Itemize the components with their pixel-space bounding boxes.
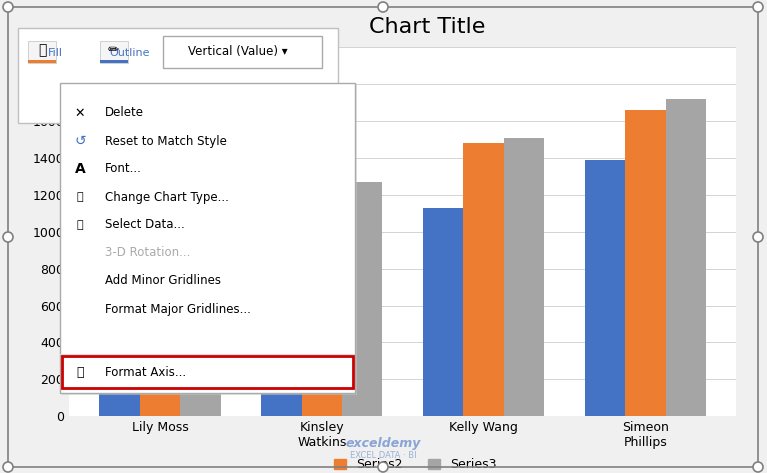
Circle shape [3, 232, 13, 242]
Bar [62, 356, 353, 388]
Bar [504, 138, 545, 416]
Text: Chart Title: Chart Title [370, 18, 486, 37]
Text: 📊: 📊 [77, 192, 84, 202]
Bar [625, 110, 666, 416]
Text: Select Data...: Select Data... [105, 219, 185, 231]
Bar [180, 243, 221, 416]
Bar [423, 208, 463, 416]
Text: 📋: 📋 [77, 220, 84, 230]
Bar [28, 41, 56, 63]
Circle shape [378, 462, 388, 472]
Text: Vertical (Value) ▾: Vertical (Value) ▾ [188, 45, 288, 59]
Text: ✕: ✕ [74, 106, 85, 120]
FancyBboxPatch shape [62, 85, 357, 395]
Text: Font...: Font... [105, 163, 142, 175]
Text: Reset to Match Style: Reset to Match Style [105, 134, 227, 148]
Circle shape [3, 2, 13, 12]
Bar [261, 252, 301, 416]
Text: Format Major Gridlines...: Format Major Gridlines... [105, 303, 251, 315]
Bar [666, 99, 706, 416]
Text: Change Chart Type...: Change Chart Type... [105, 191, 229, 203]
Text: Delete: Delete [105, 106, 144, 120]
Text: ↺: ↺ [74, 134, 86, 148]
Bar [463, 143, 504, 416]
Text: exceldemy: exceldemy [345, 437, 420, 449]
Text: Format Axis...: Format Axis... [105, 366, 186, 378]
FancyBboxPatch shape [60, 83, 355, 393]
Text: Outline: Outline [110, 48, 150, 58]
Bar [584, 160, 625, 416]
Text: 🖊: 🖊 [76, 366, 84, 378]
Text: A: A [74, 162, 85, 176]
Text: 🪣: 🪣 [38, 43, 46, 57]
Text: Fill: Fill [48, 48, 62, 58]
Legend: Series2, Series3: Series2, Series3 [329, 454, 502, 473]
Bar [301, 189, 342, 416]
FancyBboxPatch shape [18, 28, 338, 123]
Circle shape [753, 232, 763, 242]
Text: ✏️: ✏️ [108, 43, 120, 57]
Bar [60, 354, 355, 355]
Text: EXCEL DATA · BI: EXCEL DATA · BI [350, 450, 416, 459]
Circle shape [753, 2, 763, 12]
Circle shape [378, 2, 388, 12]
Bar [28, 60, 56, 63]
Text: 3-D Rotation...: 3-D Rotation... [105, 246, 190, 260]
Circle shape [753, 462, 763, 472]
Bar [100, 41, 128, 63]
Bar [342, 182, 383, 416]
Text: Add Minor Gridlines: Add Minor Gridlines [105, 274, 221, 288]
Bar [100, 60, 128, 63]
Circle shape [3, 462, 13, 472]
Bar [100, 271, 140, 416]
FancyBboxPatch shape [163, 36, 322, 68]
Bar [140, 224, 180, 416]
